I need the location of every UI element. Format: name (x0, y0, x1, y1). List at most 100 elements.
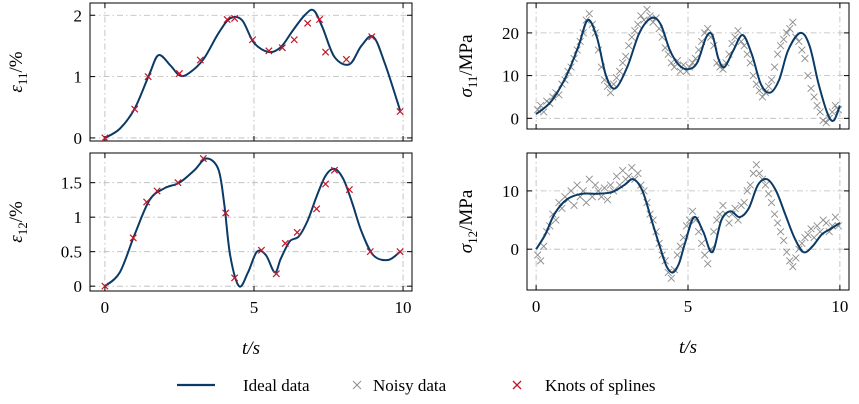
panel-top-right-noisy-point (749, 71, 758, 80)
panel-bottom-right-noisy-point (697, 239, 706, 248)
panel-top-right-noisy-point (670, 63, 679, 71)
panel-top-left-knot-point (368, 33, 376, 41)
panel-bottom-left-knot-point (101, 282, 109, 290)
panel-top-left-knot-point (196, 56, 204, 64)
panel-top-left-ytick-label: 0 (74, 129, 83, 148)
panel-bottom-right-noisy-point (767, 198, 776, 207)
panel-bottom-left-ylabel: ε12/% (6, 201, 30, 243)
panel-top-right-noisy-point (798, 46, 806, 54)
panel-top-right-noisy-point (634, 20, 642, 29)
panel-top-left-ideal-line (104, 8, 402, 139)
panel-top-right-ytick-label: 10 (502, 67, 519, 86)
panel-bottom-right-noisy-point (798, 239, 806, 248)
panel-top-left-knot-point (248, 36, 257, 44)
panel-bottom-right-noisy-point (752, 160, 761, 169)
panel-bottom-right-noisy-point (539, 242, 548, 250)
panel-bottom-right-noisy-point (664, 268, 672, 277)
panel-bottom-right-noisy-point (749, 169, 758, 178)
panel-bottom-right-noisy-point (810, 233, 818, 242)
panel-bottom-left-ytick-label: 1.5 (61, 174, 82, 193)
panel-bottom-left-knot-point (330, 166, 339, 174)
panel-bottom-right-xtick-label: 0 (532, 297, 541, 316)
panel-bottom-left-knot-point (321, 180, 330, 188)
panel-bottom-right-noisy-point (779, 236, 788, 245)
panel-bottom-right-noisy-point (688, 207, 697, 216)
panel-bottom-right-noisy-point (786, 257, 794, 265)
panel-top-right-noisy-point (637, 12, 645, 20)
panel-top-right-ytick-label: 20 (502, 24, 519, 43)
panel-bottom-right-noisy-point (585, 175, 593, 183)
panel-top-left-knot-point (230, 14, 239, 22)
panel-top-right-noisy-point (746, 59, 754, 67)
panel-top-left-data (101, 8, 404, 141)
panel-top-right-noisy-point (582, 16, 590, 24)
panel-top-right-noisy-point (831, 101, 840, 110)
panel-bottom-right-noisy-point (764, 190, 773, 198)
panel-top-right-noisy-point (764, 82, 773, 91)
panel-bottom-right-noisy-point (822, 219, 830, 227)
panel-top-left-ytick-label: 2 (74, 6, 83, 25)
panel-bottom-left-knot-point (312, 205, 321, 213)
panel-bottom-right-noisy-point (834, 222, 843, 230)
panel-bottom-right-xtick-label: 5 (684, 297, 693, 316)
panel-bottom-right-noisy-point (789, 262, 797, 271)
panel-bottom-right-noisy-point (804, 230, 812, 239)
panel-top-right-noisy-point (770, 63, 779, 71)
panel-bottom-left-knot-point (153, 187, 161, 195)
panel-top-right-data (533, 5, 843, 127)
panel-bottom-right-noisy-point (533, 251, 542, 259)
panel-top-right-noisy-point (728, 39, 736, 48)
legend: Ideal data Noisy data Knots of splines (177, 376, 656, 395)
panel-top-left-knot-point (131, 105, 139, 113)
panel-bottom-right-data (533, 160, 843, 283)
panel-bottom-right-noisy-point (700, 251, 709, 259)
panel-bottom-right-noisy-point (710, 227, 718, 236)
panel-bottom-right-noisy-point (573, 181, 581, 189)
panel-top-right-noisy-point (819, 116, 827, 125)
panel-bottom-left: 0 0.5 1 1.5 0 5 10 t/s ε12/% (6, 152, 413, 359)
panel-bottom-left-knot-point (366, 248, 374, 256)
panel-bottom-left-xtick-label: 10 (395, 298, 412, 317)
panel-bottom-right-noisy-point (612, 172, 621, 181)
panel-bottom-right-noisy-point (795, 245, 803, 253)
legend-knots-marker (512, 380, 522, 390)
panel-bottom-right-noisy-point (606, 181, 615, 189)
panel-top-left-knot-point (396, 107, 404, 116)
panel-bottom-right-noisy-point (552, 216, 560, 224)
panel-top-left-knot-point (101, 134, 109, 141)
panel-top-right-ylabel: σ11/MPa (456, 34, 480, 98)
panel-bottom-right-noisy-point (628, 163, 636, 172)
panel-bottom-right-noisy-point (746, 181, 754, 189)
panel-bottom-left-frame (89, 152, 413, 292)
panel-top-right-noisy-point (618, 59, 627, 67)
panel-top-right-noisy-point (783, 29, 791, 37)
panel-bottom-left-knot-point (281, 239, 289, 248)
panel-bottom-right-noisy-point (567, 187, 575, 195)
panel-bottom-right-noisy-point (831, 213, 840, 221)
panel-bottom-left-knot-point (199, 154, 207, 163)
panel-bottom-right-noisy-point (770, 210, 779, 218)
panel-bottom-right-ylabel: σ12/MPa (456, 189, 480, 253)
legend-ideal-label: Ideal data (243, 376, 310, 395)
panel-top-right-noisy-point (606, 88, 615, 97)
panel-bottom-left-xtick-label: 0 (101, 298, 110, 317)
panel-top-left-knot-point (144, 72, 152, 81)
panel-top-left-frame (89, 2, 413, 142)
panel-top-right-noisy-point (716, 63, 724, 71)
panel-top-right-noisy-point (743, 50, 751, 58)
panel-top-right-noisy-point (734, 27, 742, 35)
panel-top-right-noisy-point (801, 54, 809, 63)
panel-top-right-noisy-point (740, 41, 748, 50)
panel-bottom-right-noisy-point (743, 187, 751, 195)
panel-bottom-right-noisy-point (783, 248, 791, 256)
panel-bottom-right-xlabel: t/s (679, 337, 697, 358)
panel-top-right-noisy-point (649, 18, 657, 26)
legend-noisy-label: Noisy data (373, 376, 447, 395)
legend-knots-label: Knots of splines (545, 376, 656, 395)
panel-top-left-knot-point (265, 47, 273, 55)
panel-bottom-right-noisy-point (740, 198, 748, 207)
panel-top-right-noisy-point (795, 37, 803, 46)
panel-top-right-noisy-point (755, 86, 764, 95)
panel-top-right-noisy-point (804, 71, 812, 80)
